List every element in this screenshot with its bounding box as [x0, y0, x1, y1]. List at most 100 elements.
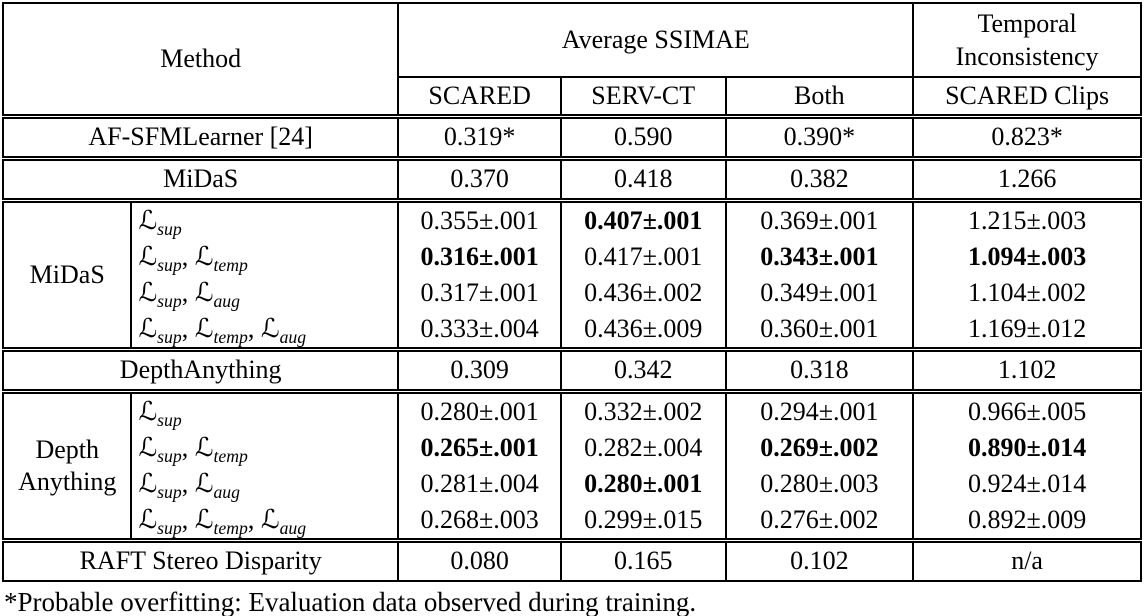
loss-symbol: ℒ	[194, 277, 214, 308]
column-header-both: Both	[724, 77, 915, 119]
loss-symbol: ℒ	[138, 277, 158, 308]
value-cell: 0.276±.002	[724, 502, 915, 543]
loss-symbol: ℒ	[194, 241, 214, 272]
header-row-top: Method Average SSIMAE Temporal Inconsist…	[1, 3, 1142, 119]
loss-cell: ℒsup, ℒaug	[130, 466, 400, 502]
value-cell: 0.343±.001	[724, 239, 915, 275]
loss-subscript: temp	[213, 517, 248, 538]
loss-subscript: aug	[213, 290, 240, 311]
value-cell: 0.890±.014	[912, 430, 1142, 466]
table-row: Depth Anything ℒsup 0.280±.001 0.332±.002 0.2…	[1, 391, 1142, 543]
footnote: *Probable overfitting: Evaluation data o…	[4, 587, 697, 616]
table-row: MiDaS 0.370 0.418 0.382 1.266	[1, 158, 1142, 203]
method-cell: DepthAnything	[1, 349, 400, 394]
value-cell: 1.104±.002	[912, 275, 1142, 311]
loss-subscript: sup	[157, 290, 182, 311]
value-cell: 0.280±.003	[724, 466, 915, 502]
loss-cell: ℒsup	[130, 391, 400, 430]
value-cell: 0.268±.003	[397, 502, 562, 543]
value-cell: 0.436±.009	[559, 311, 727, 352]
column-header-serv-ct: SERV-CT	[559, 77, 727, 119]
value-cell: 0.316±.001	[397, 239, 562, 275]
value-cell: 0.966±.005	[912, 391, 1142, 430]
value-cell: 0.309	[397, 349, 562, 394]
value-cell: 0.165	[559, 540, 727, 581]
loss-subscript: sup	[157, 445, 182, 466]
loss-subscript: sup	[157, 326, 182, 347]
table-row: ℒsup, ℒaug 0.317±.001 0.436±.002 0.349±.001…	[3, 275, 1142, 311]
value-cell: 0.370	[397, 158, 562, 203]
table-row: ℒsup, ℒtemp 0.265±.001 0.282±.004 0.269±.00…	[3, 430, 1142, 466]
column-header-temporal-inconsistency: Temporal Inconsistency	[912, 3, 1142, 78]
value-cell: 0.924±.014	[912, 466, 1142, 502]
table-row: ℒsup, ℒtemp, ℒaug 0.333±.004 0.436±.009 0.3…	[3, 311, 1142, 352]
loss-subscript: sup	[157, 481, 182, 502]
loss-subscript: temp	[213, 254, 248, 275]
loss-symbol: ℒ	[138, 432, 158, 463]
value-cell: 0.360±.001	[724, 311, 915, 352]
value-cell: 0.390*	[724, 116, 915, 161]
loss-symbol: ℒ	[194, 468, 214, 499]
value-cell: 0.369±.001	[724, 200, 915, 239]
value-cell: 0.342	[559, 349, 727, 394]
method-cell: MiDaS	[1, 158, 400, 203]
value-cell: 0.407±.001	[559, 200, 727, 239]
value-cell: 0.280±.001	[559, 466, 727, 502]
table-body: AF-SFMLearner [24] 0.319* 0.590 0.390* 0.823…	[1, 116, 1142, 581]
value-cell: 0.382	[724, 158, 915, 203]
loss-subscript: sup	[157, 218, 182, 239]
loss-symbol: ℒ	[138, 313, 158, 344]
column-header-average-ssimae: Average SSIMAE	[397, 3, 915, 78]
header-row-sub: SCARED SERV-CT Both SCARED Clips	[3, 77, 1142, 119]
temporal-line2: Inconsistency	[955, 42, 1099, 71]
value-cell: 0.281±.004	[397, 466, 562, 502]
value-cell: 1.215±.003	[912, 200, 1142, 239]
value-cell: 0.269±.002	[724, 430, 915, 466]
value-cell: 1.169±.012	[912, 311, 1142, 352]
loss-symbol: ℒ	[194, 313, 214, 344]
value-cell: 0.299±.015	[559, 502, 727, 543]
value-cell: 0.294±.001	[724, 391, 915, 430]
loss-subscript: aug	[279, 517, 307, 538]
table-row: DepthAnything 0.309 0.342 0.318 1.102	[1, 349, 1142, 394]
temporal-line1: Temporal	[977, 8, 1077, 38]
loss-subscript: sup	[157, 517, 182, 538]
loss-symbol: ℒ	[138, 468, 158, 499]
value-cell: 0.417±.001	[559, 239, 727, 275]
loss-subscript: sup	[157, 409, 182, 430]
value-cell: 0.280±.001	[397, 391, 562, 430]
value-cell: 0.418	[559, 158, 727, 203]
column-header-scared: SCARED	[397, 77, 562, 119]
loss-subscript: aug	[279, 326, 307, 347]
loss-cell: ℒsup, ℒaug	[130, 275, 400, 311]
value-cell: 0.590	[559, 116, 727, 161]
method-cell: AF-SFMLearner [24]	[1, 116, 400, 161]
loss-cell: ℒsup	[130, 200, 400, 239]
column-header-scared-clips: SCARED Clips	[912, 77, 1142, 119]
method-group-cell: MiDaS	[1, 200, 133, 352]
table-header: Method Average SSIMAE Temporal Inconsist…	[1, 3, 1142, 119]
value-cell: 0.892±.009	[912, 502, 1142, 543]
value-cell: 0.319*	[397, 116, 562, 161]
table-row: ℒsup, ℒtemp 0.316±.001 0.417±.001 0.343±.00…	[3, 239, 1142, 275]
table-row: MiDaS ℒsup 0.355±.001 0.407±.001 0.369±.001 1…	[1, 200, 1142, 352]
value-cell: 0.317±.001	[397, 275, 562, 311]
loss-cell: ℒsup, ℒtemp, ℒaug	[130, 311, 400, 352]
value-cell: 0.355±.001	[397, 200, 562, 239]
value-cell: 1.266	[912, 158, 1142, 203]
loss-subscript: temp	[213, 326, 248, 347]
value-cell: 0.265±.001	[397, 430, 562, 466]
value-cell: 1.094±.003	[912, 239, 1142, 275]
value-cell: 1.102	[912, 349, 1142, 394]
loss-symbol: ℒ	[194, 504, 214, 535]
loss-subscript: temp	[213, 445, 248, 466]
table-row: ℒsup, ℒaug 0.281±.004 0.280±.001 0.280±.003…	[3, 466, 1142, 502]
value-cell: 0.436±.002	[559, 275, 727, 311]
loss-cell: ℒsup, ℒtemp, ℒaug	[130, 502, 400, 543]
value-cell: n/a	[912, 540, 1142, 581]
loss-subscript: aug	[213, 481, 240, 502]
column-header-method: Method	[1, 3, 400, 119]
value-cell: 0.349±.001	[724, 275, 915, 311]
table-row: RAFT Stereo Disparity 0.080 0.165 0.102 n/a	[1, 540, 1142, 581]
